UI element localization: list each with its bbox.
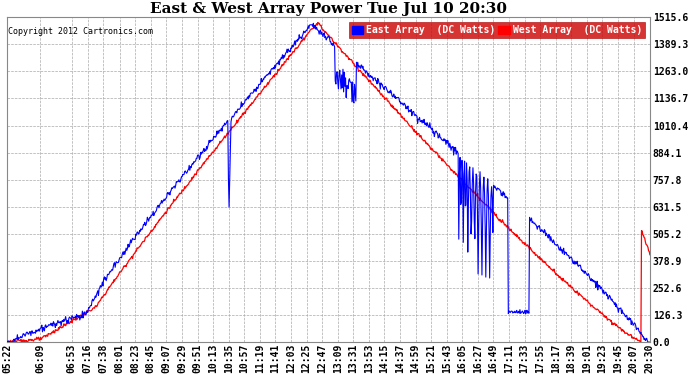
Title: East & West Array Power Tue Jul 10 20:30: East & West Array Power Tue Jul 10 20:30 <box>150 2 507 16</box>
Legend: East Array  (DC Watts), West Array  (DC Watts): East Array (DC Watts), West Array (DC Wa… <box>348 22 645 38</box>
Text: Copyright 2012 Cartronics.com: Copyright 2012 Cartronics.com <box>8 27 153 36</box>
